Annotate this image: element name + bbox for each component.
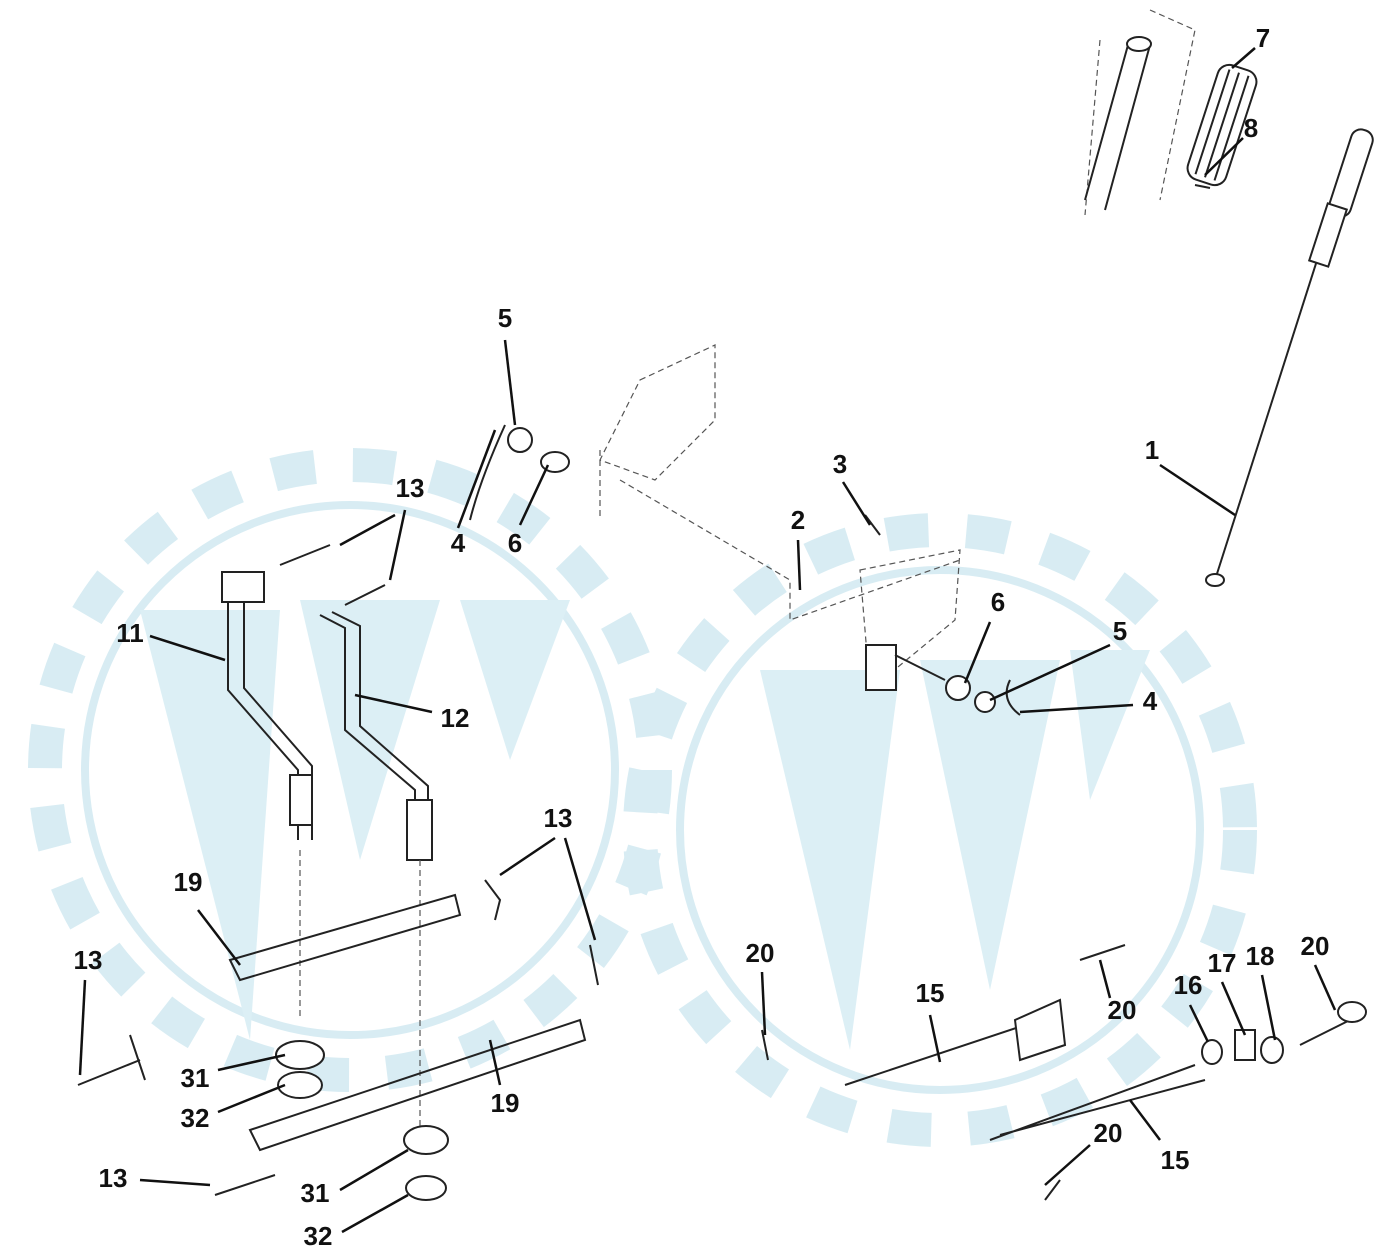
callout: 4 xyxy=(1143,686,1158,716)
callout: 31 xyxy=(301,1178,330,1208)
callout: 15 xyxy=(1161,1145,1190,1175)
parts xyxy=(77,9,1374,1201)
callout: 13 xyxy=(396,473,425,503)
callout: 18 xyxy=(1246,941,1275,971)
callout: 13 xyxy=(544,803,573,833)
callout: 32 xyxy=(304,1221,333,1251)
callout: 6 xyxy=(508,528,522,558)
callout: 16 xyxy=(1174,970,1203,1000)
watermark xyxy=(28,448,1257,1147)
callout: 20 xyxy=(746,938,775,968)
callout: 13 xyxy=(74,945,103,975)
callout: 20 xyxy=(1094,1118,1123,1148)
callout: 19 xyxy=(491,1088,520,1118)
callout: 20 xyxy=(1301,931,1330,961)
callout: 19 xyxy=(174,867,203,897)
callout-labels: 7 8 5 1 3 13 2 4 6 11 6 5 12 4 13 19 13 … xyxy=(74,23,1330,1251)
callout: 32 xyxy=(181,1103,210,1133)
callout: 13 xyxy=(99,1163,128,1193)
callout: 6 xyxy=(991,587,1005,617)
callout: 2 xyxy=(791,505,805,535)
callout: 20 xyxy=(1108,995,1137,1025)
callout: 11 xyxy=(116,618,144,648)
callout: 15 xyxy=(916,978,945,1008)
callout: 5 xyxy=(498,303,512,333)
leader-lines xyxy=(78,47,1337,1234)
callout: 31 xyxy=(181,1063,210,1093)
callout: 4 xyxy=(451,528,466,558)
callout: 7 xyxy=(1256,23,1270,53)
callout: 3 xyxy=(833,449,847,479)
callout: 17 xyxy=(1208,948,1237,978)
callout: 12 xyxy=(441,703,470,733)
callout: 8 xyxy=(1244,113,1258,143)
callout: 1 xyxy=(1145,435,1159,465)
callout: 5 xyxy=(1113,616,1127,646)
